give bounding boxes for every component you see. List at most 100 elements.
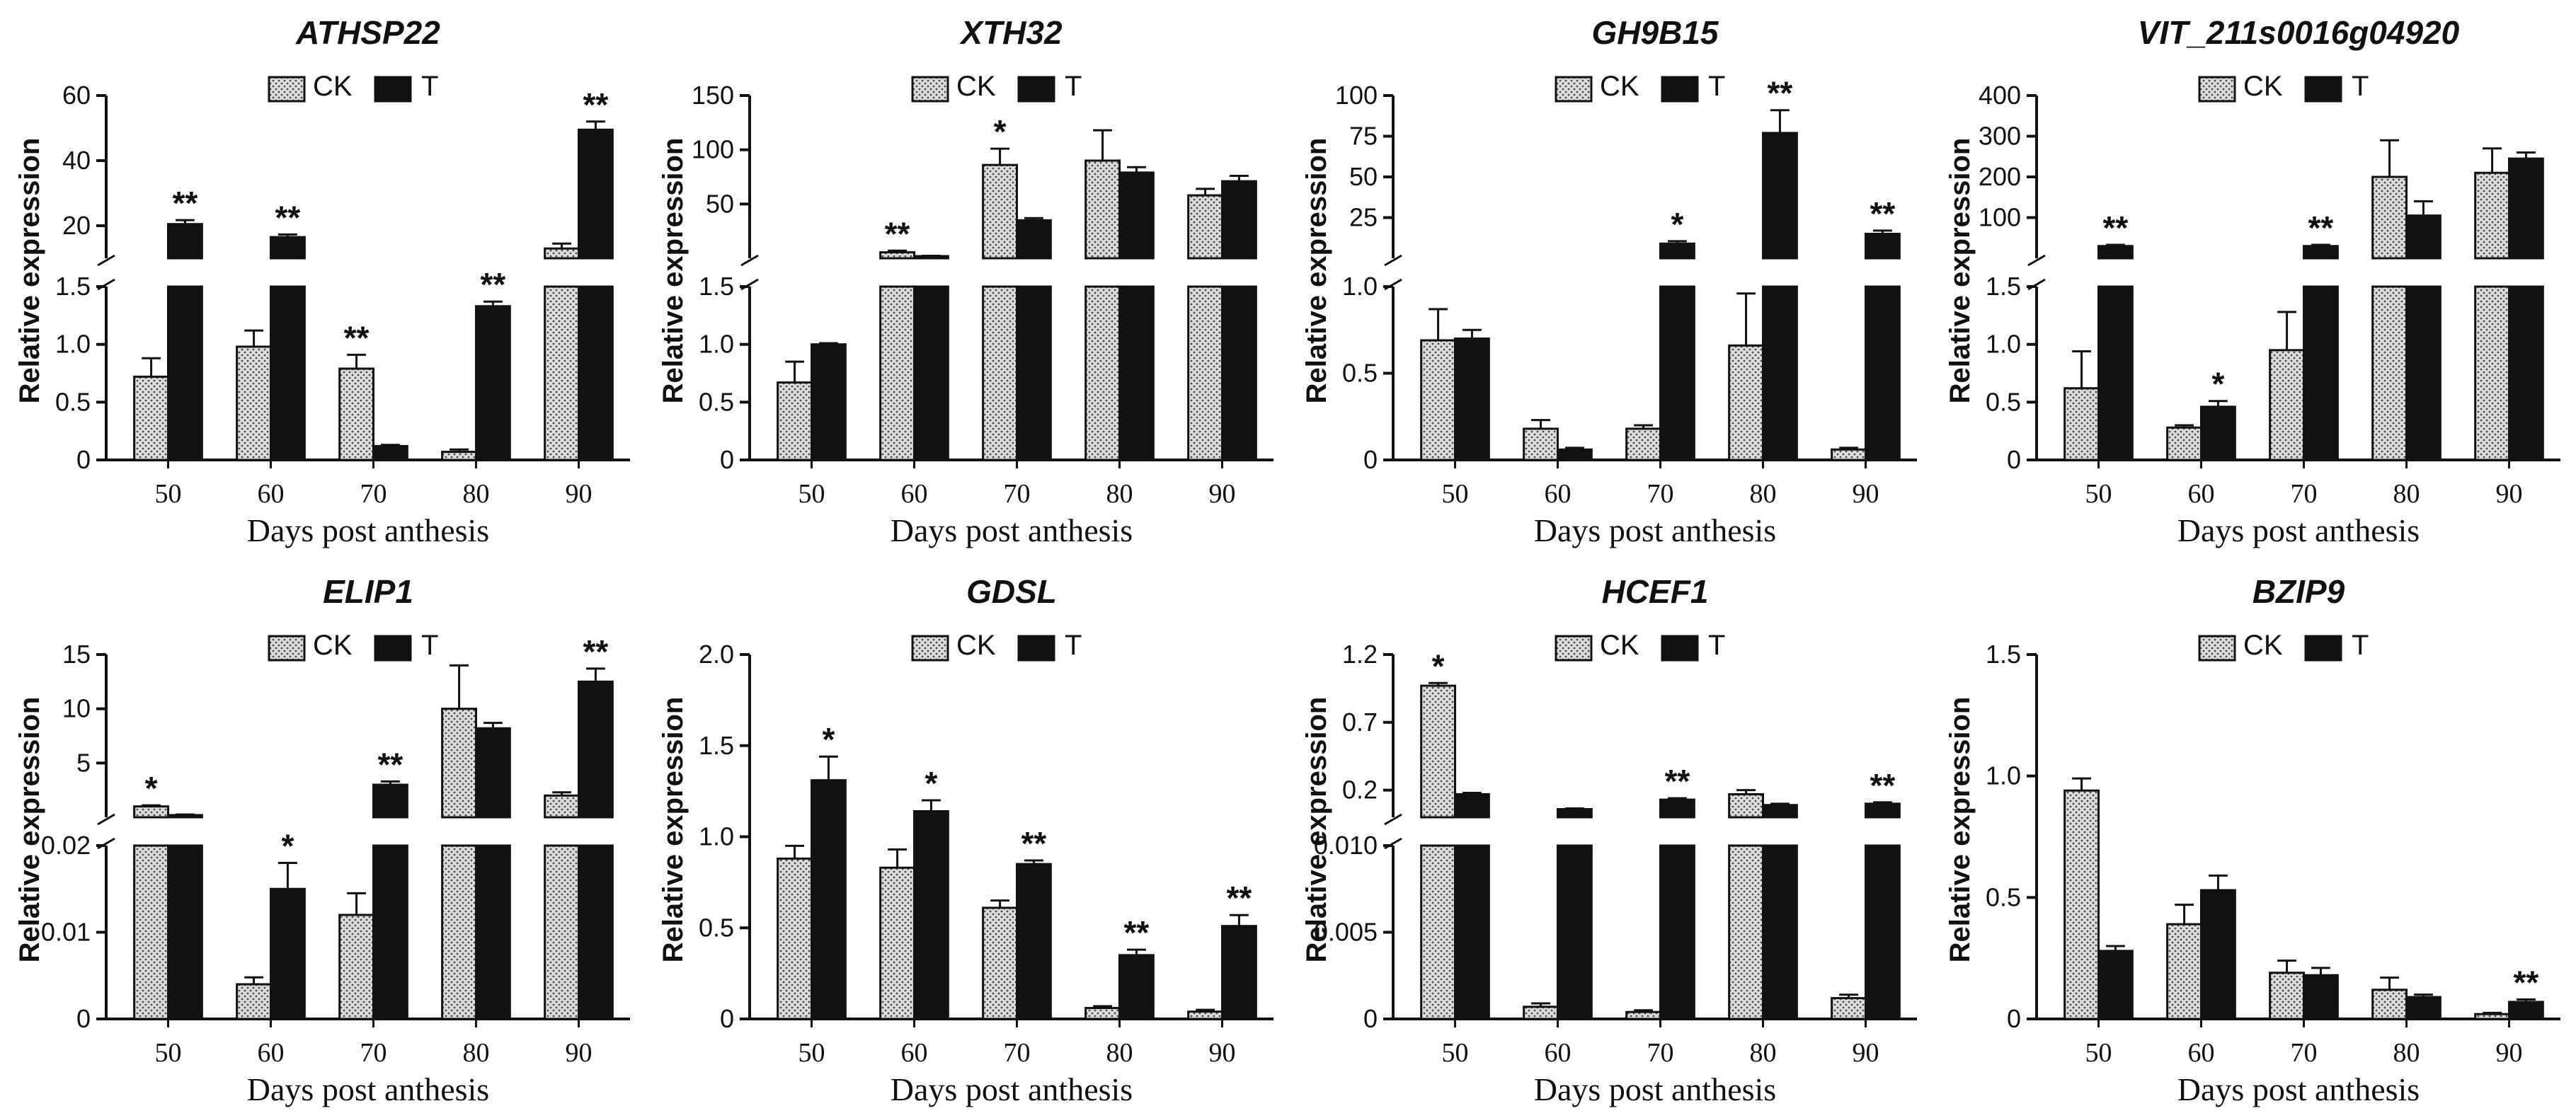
legend-label-t: T [1065,71,1082,102]
bar-t [811,779,847,1020]
y-tick-label: 100 [1335,81,1378,110]
bar-group-70: ** [1625,763,1695,1020]
bar-t [2200,889,2236,1020]
bar-group-60 [2166,874,2236,1020]
bar-ck [777,857,813,1020]
axis-break-mark [97,837,115,850]
axis-break-mark [97,813,115,826]
x-tick-label: 50 [798,479,825,509]
y-tick-label: 15 [62,640,91,669]
axis-break-mark [1384,278,1402,291]
bar-t [1221,285,1257,461]
x-tick-label: 90 [1853,1038,1879,1068]
y-tick-label: 150 [692,81,734,110]
y-axis: 0 0.005 0.010 0.2 0.7 1.2 [1314,640,1402,1033]
bar-t [811,343,847,461]
significance-label: ** [378,746,403,783]
x-tick-label: 70 [1647,479,1674,509]
bar-t [2405,214,2442,260]
bar-group-90 [2474,147,2544,461]
legend-label-t: T [421,71,438,102]
y-tick-label: 25 [1349,203,1378,232]
significance-label: ** [173,185,198,221]
y-tick-label: 40 [62,146,91,175]
bar-ck [2474,285,2511,461]
bar-group-80 [1084,129,1155,461]
y-axis: 0 0.5 1.0 1.5 20 40 60 [55,81,115,474]
significance-label: * [2211,366,2224,403]
bar-t [2508,285,2544,461]
significance-label: ** [1870,195,1896,232]
bar-group-50 [1420,308,1490,461]
bar-t [913,285,949,461]
significance-label: ** [2514,964,2539,1001]
axis-break-mark [1384,813,1402,826]
y-tick-label: 5 [76,748,91,777]
x-tick-label: 70 [2291,479,2318,509]
y-tick-label: 1.2 [1342,640,1378,669]
bar-group-60: * [236,828,306,1020]
bar-group-50 [2063,777,2134,1020]
significance-label: ** [1768,75,1793,112]
bar-ck [1187,1010,1224,1020]
bar-group-50 [777,342,847,461]
y-tick-label: 0.02 [41,831,91,860]
y-axis-label: Relative expression [658,138,689,404]
bar-ck [2166,426,2202,461]
bar-ck [2474,1013,2511,1020]
significance-label: ** [583,86,609,123]
legend-swatch-ck [1555,76,1593,103]
x-tick-label: 70 [1647,1038,1674,1068]
bar-t [372,783,408,819]
bar-ck [982,163,1018,260]
bar-t [372,844,408,1020]
legend-swatch-t [2304,635,2342,662]
bar-ck [982,285,1018,461]
bar-group-80 [441,664,511,1020]
bar-group-70: ** [2269,209,2339,461]
bar-t [475,305,511,461]
bar-t [578,285,614,461]
bar-t [1865,233,1901,260]
significance-label: * [145,770,158,807]
legend: CK T [911,630,1082,662]
bar-t [1762,285,1798,461]
bar-group-90: ** [2474,964,2544,1020]
significance-label: * [1671,206,1683,243]
bar-group-70 [2269,959,2339,1020]
bars: ** ** ** ** ** [133,86,614,461]
chart-title: ELIP1 [323,573,413,610]
chart-bzip9: BZIP9 Relative expression CK T 0 0.5 1.0 1.5 ** 5… [1945,573,2560,1107]
significance-label: ** [2308,209,2334,246]
panel-bzip9: BZIP9 Relative expression CK T 0 0.5 1.0 1.5 ** 5… [1930,559,2574,1118]
bar-ck [441,708,478,819]
legend: CK T [1555,71,1725,103]
bar-t [1762,844,1798,1020]
legend: CK T [2198,71,2369,103]
panel-vit: VIT_211s0016g04920 Relative expression CK T… [1930,0,2574,559]
bar-ck [1187,285,1224,461]
bar-ck [1084,285,1121,461]
x-tick-label: 60 [1545,479,1572,509]
bar-ck [1523,1005,1559,1020]
bar-t [1118,954,1155,1020]
y-tick-label: 1.0 [55,330,91,359]
bar-ck [2166,923,2202,1020]
chart-title: XTH32 [958,14,1063,51]
x-axis-label: Days post anthesis [247,512,489,548]
legend: CK T [2198,630,2369,662]
bar-group-70: ** [982,825,1052,1020]
chart-title: VIT_211s0016g04920 [2138,14,2460,51]
legend-swatch-ck [911,76,949,103]
bar-t [578,128,614,260]
bars: ****** [133,633,614,1020]
bar-ck [879,866,915,1020]
legend-label-ck: CK [956,630,996,661]
y-tick-label: 50 [706,189,734,218]
legend-label-ck: CK [1600,71,1639,102]
y-axis: 0 0.5 1.0 1.5 [1986,640,2038,1033]
bar-t [372,444,408,461]
bar-t [167,223,203,260]
y-tick-label: 0.5 [1986,882,2021,911]
x-tick-label: 50 [1442,479,1469,509]
